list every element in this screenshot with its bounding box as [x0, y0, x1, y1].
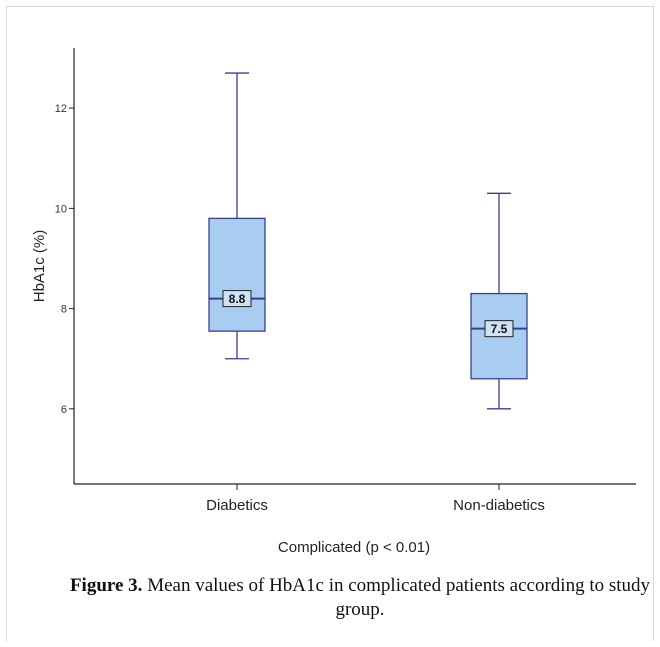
x-ticks: Diabetics Non-diabetics	[206, 484, 545, 514]
box-group: 7.5	[470, 192, 528, 410]
median-label-box	[222, 290, 252, 308]
figure-caption: Figure 3. Mean values of HbA1c in compli…	[60, 574, 660, 622]
y-ticks: 6 8 10 12	[55, 103, 74, 416]
caption-text: Mean values of HbA1c in complicated pati…	[142, 575, 651, 620]
median-label: 7.5	[491, 322, 508, 336]
y-tick-label: 8	[61, 304, 67, 316]
y-axis-title: HbA1c (%)	[31, 230, 48, 303]
box-group: 8.8	[208, 72, 266, 360]
figure-frame	[6, 6, 654, 641]
median-label: 8.8	[229, 292, 246, 306]
y-tick-label: 12	[55, 103, 67, 115]
x-tick-label: Non-diabetics	[453, 497, 545, 514]
y-tick-label: 10	[55, 203, 67, 215]
x-tick-label: Diabetics	[206, 497, 268, 514]
axes	[73, 48, 636, 485]
y-tick-label: 6	[61, 404, 67, 416]
iqr-box	[208, 217, 266, 332]
boxes: 8.8 7.5	[208, 72, 528, 410]
boxplot-chart: 6 8 10 12 Diabetics Non-diabetics 8.8 7.5 HbA…	[31, 48, 636, 556]
median-label-box	[484, 320, 514, 338]
x-axis-title: Complicated (p < 0.01)	[278, 539, 430, 556]
caption-label: Figure 3.	[69, 575, 143, 596]
